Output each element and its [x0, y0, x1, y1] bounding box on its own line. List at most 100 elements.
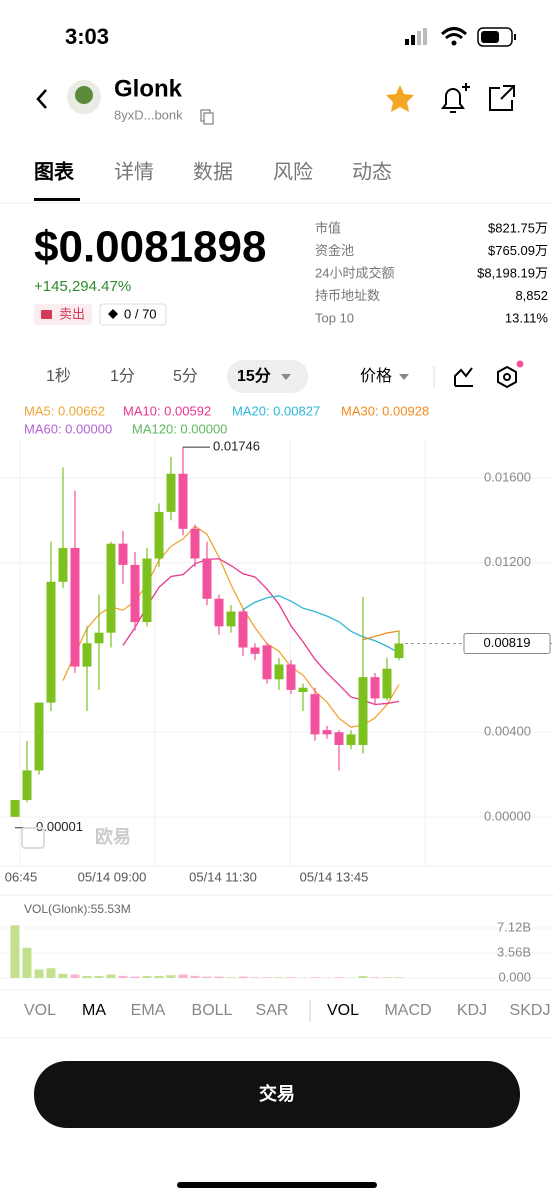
- volume-bar: [238, 976, 248, 978]
- volume-bar: [358, 975, 368, 978]
- ma-line: [242, 595, 400, 654]
- status-time: 3:03: [65, 24, 109, 49]
- volume-bar: [190, 975, 200, 978]
- price-type-dropdown[interactable]: [399, 374, 409, 380]
- interval[interactable]: 15分: [237, 367, 271, 385]
- tab[interactable]: 动态: [352, 160, 392, 183]
- badge: [99, 303, 167, 326]
- volume-bar: [226, 977, 236, 978]
- ma-legend: MA60: 0.00000: [24, 421, 112, 436]
- candle-body: [22, 770, 32, 801]
- spacer: [0, 340, 554, 348]
- candle-body: [334, 732, 344, 745]
- volume-bar: [286, 977, 296, 978]
- ma-legend: MA120: 0.00000: [132, 421, 227, 436]
- x-tick-label: 05/14 09:00: [78, 869, 147, 884]
- interval-dropdown[interactable]: [281, 374, 291, 380]
- candle-body: [154, 511, 164, 559]
- indicator-tab[interactable]: VOL: [327, 1002, 359, 1019]
- x-tick-label: 05/14 11:30: [189, 869, 257, 884]
- volume-bar: [10, 925, 20, 978]
- token-name: Glonk: [114, 75, 183, 102]
- candle-body: [382, 668, 392, 699]
- ma-line: [362, 630, 400, 641]
- indicator-tab[interactable]: MA: [82, 1002, 106, 1019]
- settings-button[interactable]: [497, 365, 517, 389]
- volume-label: VOL(Glonk):55.53M: [24, 902, 131, 916]
- indicator-tab[interactable]: SAR: [256, 1002, 289, 1019]
- volume-bar: [214, 976, 224, 978]
- candle-body: [310, 694, 320, 735]
- favorite-star[interactable]: [386, 85, 414, 112]
- volume-bar: [142, 975, 152, 978]
- current-price-label: 0.00819: [484, 635, 531, 650]
- interval[interactable]: 1秒: [46, 367, 71, 385]
- candle-body: [70, 547, 80, 667]
- indicator-tab[interactable]: SKDJ: [510, 1002, 551, 1019]
- token-address: 8yxD...bonk: [114, 107, 183, 122]
- y-tick-label: 0.000: [498, 969, 531, 984]
- badge-label: 0 / 70: [124, 306, 157, 321]
- volume-bar: [154, 975, 164, 978]
- candle-body: [106, 543, 116, 633]
- high-label: 0.01746: [213, 439, 260, 454]
- y-tick-label: 0.00400: [484, 724, 531, 739]
- interval[interactable]: 1分: [110, 367, 135, 385]
- back-button[interactable]: [36, 89, 47, 109]
- tab[interactable]: 风险: [273, 160, 313, 183]
- candle-body: [394, 643, 404, 659]
- volume-bar: [394, 977, 404, 978]
- price-type[interactable]: 价格: [360, 367, 392, 385]
- interval[interactable]: 5分: [173, 367, 198, 385]
- candle-body: [166, 473, 176, 512]
- y-tick-label: 7.12B: [497, 919, 531, 934]
- candle-body: [250, 647, 260, 654]
- volume-bar: [382, 977, 392, 978]
- price-change: +145,294.47%: [34, 278, 131, 295]
- stat-label: 24小时成交额: [315, 265, 394, 280]
- candle-body: [262, 645, 272, 680]
- share-button[interactable]: [489, 85, 515, 111]
- y-tick-label: 0.00000: [484, 808, 531, 823]
- chart-style-button[interactable]: [454, 367, 473, 387]
- volume-bar: [370, 977, 380, 978]
- candle-body: [130, 564, 140, 623]
- tab-indicator: [34, 198, 80, 201]
- candle-body: [46, 581, 56, 703]
- trade-button[interactable]: [34, 1061, 520, 1128]
- tab[interactable]: 详情: [114, 160, 154, 183]
- tab[interactable]: 数据: [193, 160, 233, 183]
- ma-legend: MA20: 0.00827: [232, 403, 320, 418]
- volume-bar: [34, 969, 44, 978]
- stat-label: 市值: [315, 220, 341, 235]
- stat-label: 资金池: [315, 243, 354, 258]
- candle-body: [238, 611, 248, 648]
- indicator-tab[interactable]: MACD: [384, 1002, 431, 1019]
- volume-bar: [274, 977, 284, 978]
- ma-line: [62, 525, 400, 728]
- indicator-tab[interactable]: KDJ: [457, 1002, 487, 1019]
- tab[interactable]: 图表: [34, 159, 75, 183]
- interval-active-pill: [227, 360, 308, 393]
- trade-button-label: 交易: [259, 1083, 295, 1104]
- volume-bar: [70, 974, 80, 978]
- low-label: 0.00001: [36, 819, 83, 834]
- sell-tag[interactable]: [34, 304, 92, 325]
- volume-bar: [22, 947, 32, 978]
- indicator-tab[interactable]: BOLL: [192, 1002, 233, 1019]
- notification-dot: [516, 360, 524, 368]
- copy-icon[interactable]: [200, 109, 214, 125]
- stat-value: 13.11%: [505, 310, 549, 325]
- ma-legend: MA5: 0.00662: [24, 403, 105, 418]
- candle-body: [58, 547, 68, 582]
- stat-value: 8,852: [515, 288, 548, 303]
- x-tick-label: 05/14 13:45: [300, 869, 369, 884]
- alert-button[interactable]: [441, 83, 470, 113]
- stat-label: 持币地址数: [315, 288, 380, 303]
- y-tick-label: 0.01200: [484, 554, 531, 569]
- indicator-tab[interactable]: EMA: [131, 1002, 166, 1019]
- indicator-tab[interactable]: VOL: [24, 1002, 56, 1019]
- fullscreen-button[interactable]: [21, 827, 45, 849]
